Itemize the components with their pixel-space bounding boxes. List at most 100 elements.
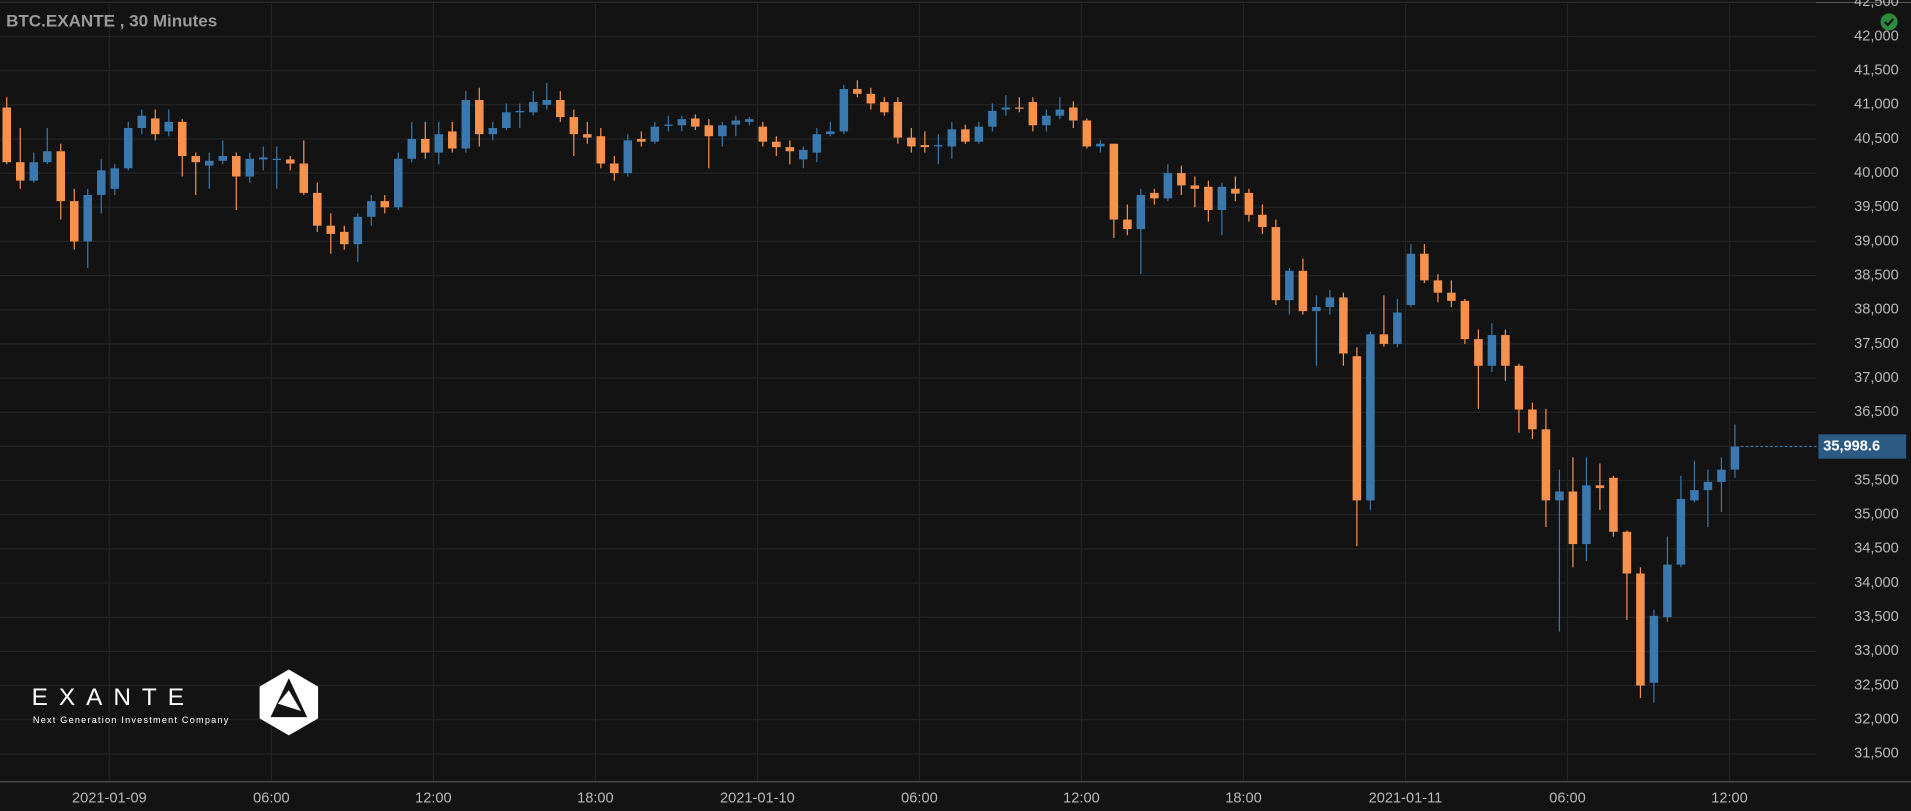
candle-body: [245, 158, 255, 177]
candle-body: [353, 216, 363, 245]
candle-body: [1406, 253, 1416, 305]
candle-body: [839, 89, 849, 132]
candle-body: [515, 110, 525, 113]
x-tick-label: 06:00: [901, 791, 938, 807]
candle-body: [137, 115, 147, 129]
candle-body: [1393, 312, 1402, 344]
candle-body: [1379, 334, 1389, 344]
candle-body: [542, 99, 552, 105]
candle-body: [1433, 280, 1443, 293]
candle-body: [1352, 356, 1362, 501]
candle-body: [313, 192, 322, 226]
candle-body: [664, 124, 673, 126]
candle-body: [1096, 143, 1105, 147]
y-tick-label: 41,500: [1854, 62, 1899, 78]
logo-name: EXANTE: [32, 684, 195, 711]
candle-body: [650, 126, 660, 142]
candle-body: [799, 149, 808, 160]
candle-body: [988, 110, 997, 127]
candle-body: [745, 119, 754, 122]
candle-body: [934, 145, 943, 147]
candle-body: [488, 128, 498, 135]
candle-body: [1339, 297, 1348, 354]
candle-body: [218, 156, 228, 161]
x-tick-label: 12:00: [1063, 791, 1100, 807]
candle-body: [677, 119, 687, 126]
candle-body: [1177, 173, 1186, 186]
candle-body: [56, 151, 66, 202]
candle-body: [1609, 477, 1618, 532]
y-tick-label: 39,500: [1854, 199, 1899, 215]
candle-body: [947, 129, 957, 147]
candles: [2, 80, 1819, 703]
y-tick-label: 37,500: [1854, 336, 1899, 352]
status-check: [1884, 18, 1895, 27]
candle-body: [907, 137, 916, 147]
candle-body: [1163, 173, 1173, 199]
candle-body: [434, 134, 444, 153]
y-tick-label: 32,000: [1854, 712, 1899, 728]
y-tick-label: 36,500: [1854, 404, 1899, 420]
candle-body: [259, 157, 268, 160]
candle-body: [1231, 188, 1240, 194]
candle-body: [866, 93, 876, 104]
grid: [0, 1, 1816, 781]
candle-body: [1082, 120, 1092, 147]
candle-body: [1271, 227, 1281, 301]
candle-body: [1555, 491, 1564, 501]
candle-body: [1717, 469, 1726, 482]
candle-body: [1190, 185, 1200, 189]
candle-body: [1298, 270, 1308, 312]
candle-body: [920, 145, 930, 148]
candle-body: [1474, 339, 1483, 366]
candle-body: [69, 201, 79, 242]
candle-body: [1676, 499, 1686, 565]
x-tick-label: 12:00: [1711, 791, 1748, 807]
y-tick-label: 37,000: [1854, 370, 1899, 386]
y-tick-label: 32,500: [1854, 677, 1899, 693]
candle-body: [1636, 573, 1645, 686]
y-tick-label: 38,000: [1854, 302, 1899, 318]
candle-body: [164, 121, 174, 132]
candle-body: [367, 201, 376, 217]
candle-body: [1622, 531, 1632, 574]
candle-body: [691, 118, 700, 127]
y-tick-label: 31,500: [1854, 746, 1899, 762]
y-tick-label: 38,500: [1854, 267, 1899, 283]
candle-body: [407, 138, 417, 159]
logo-tagline: Next Generation Investment Company: [33, 715, 230, 725]
candle-body: [1069, 107, 1078, 121]
candle-body: [448, 131, 457, 149]
candle-body: [1501, 335, 1510, 366]
x-tick-label: 12:00: [415, 791, 452, 807]
candle-body: [272, 158, 282, 160]
candle-body: [1285, 270, 1294, 301]
candle-body: [569, 117, 579, 135]
candle-body: [529, 102, 538, 113]
y-tick-label: 42,000: [1854, 28, 1899, 44]
candle-body: [583, 134, 592, 138]
status-circle: [1880, 13, 1898, 31]
candle-body: [421, 138, 430, 153]
candle-body: [475, 99, 484, 135]
candle-body: [110, 168, 120, 189]
candle-body: [1366, 334, 1375, 501]
candle-body: [1447, 292, 1456, 301]
candle-body: [1001, 107, 1011, 110]
candle-body: [96, 170, 106, 195]
status-icon: [1880, 13, 1898, 31]
candle-body: [1487, 335, 1497, 366]
y-tick-label: 39,000: [1854, 233, 1899, 249]
x-tick-label: 2021-01-10: [720, 791, 795, 807]
candle-body: [880, 102, 889, 113]
candle-body: [556, 99, 565, 118]
candle-body: [785, 147, 795, 152]
candle-body: [1109, 143, 1119, 220]
y-tick-label: 41,000: [1854, 97, 1899, 113]
candle-body: [826, 131, 835, 135]
candle-body: [1460, 300, 1470, 340]
axes: 31,500 32,000 32,500 33,000 33,500 34,000 34,5…: [72, 0, 1907, 807]
candle-body: [461, 99, 471, 149]
candle-body: [1595, 485, 1605, 489]
candle-body: [1055, 109, 1065, 116]
